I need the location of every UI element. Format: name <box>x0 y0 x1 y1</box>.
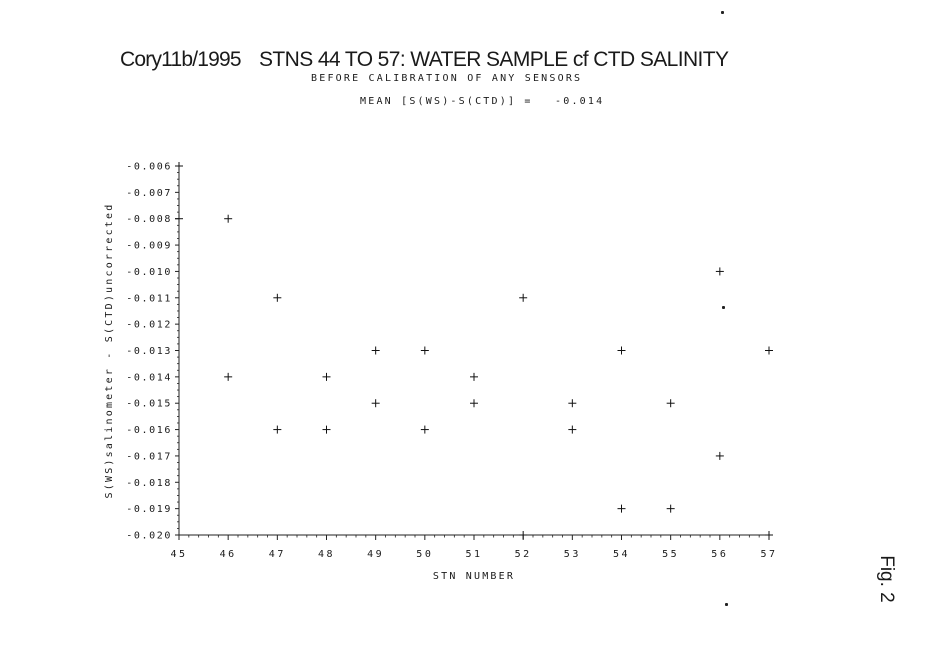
y-tick-label: -0.018 <box>126 478 172 489</box>
data-point <box>420 425 429 434</box>
x-tick-label: 53 <box>564 549 581 560</box>
data-point <box>765 531 773 539</box>
scan-speck <box>725 603 728 606</box>
y-tick-label: -0.006 <box>126 162 172 173</box>
data-point <box>420 346 429 355</box>
data-point <box>322 425 331 434</box>
data-point <box>519 293 528 302</box>
mean-value: -0.014 <box>555 96 605 107</box>
y-tick-label: -0.008 <box>126 214 172 225</box>
data-point <box>666 399 675 408</box>
data-point <box>175 214 183 223</box>
x-tick-label: 50 <box>416 549 433 560</box>
data-point <box>617 346 626 355</box>
y-tick-label: -0.019 <box>126 504 172 515</box>
x-tick-label: 52 <box>515 549 532 560</box>
x-tick-label: 47 <box>269 549 286 560</box>
data-point <box>470 399 478 408</box>
y-tick-label: -0.011 <box>126 293 172 304</box>
x-tick-label: 49 <box>367 549 384 560</box>
data-point <box>371 346 380 355</box>
scan-speck <box>722 306 725 309</box>
y-tick-label: -0.015 <box>126 399 172 410</box>
x-tick-label: 56 <box>711 549 728 560</box>
x-tick-label: 55 <box>662 549 679 560</box>
y-tick-label: -0.007 <box>126 188 172 199</box>
x-tick-label: 54 <box>613 549 630 560</box>
data-point <box>175 162 183 170</box>
y-axis-label: S(WS)salinometer - S(CTD)uncorrected <box>104 203 115 499</box>
data-point <box>568 425 577 434</box>
mean-label: MEAN [S(WS)-S(CTD)] = <box>360 96 533 107</box>
y-tick-label: -0.012 <box>126 320 172 331</box>
chart-subtitle: BEFORE CALIBRATION OF ANY SENSORS <box>311 73 583 84</box>
y-tick-label: -0.013 <box>126 346 172 357</box>
data-point <box>224 214 233 223</box>
data-point <box>322 372 331 381</box>
data-point <box>617 504 626 513</box>
data-point <box>568 399 577 408</box>
y-tick-label: -0.017 <box>126 451 172 462</box>
x-tick-label: 46 <box>220 549 237 560</box>
chart-title: STNS 44 TO 57: WATER SAMPLE cf CTD SALIN… <box>259 48 729 71</box>
data-point <box>519 531 528 539</box>
title-prefix: Cory11b/1995 <box>120 48 242 71</box>
data-point <box>666 504 675 513</box>
x-tick-label: 45 <box>170 549 187 560</box>
y-tick-label: -0.009 <box>126 241 172 252</box>
x-tick-label: 48 <box>318 549 335 560</box>
data-point <box>715 451 724 460</box>
scan-speck <box>721 11 724 14</box>
data-point <box>224 372 233 381</box>
y-tick-label: -0.014 <box>126 372 172 383</box>
y-tick-label: -0.020 <box>126 531 172 542</box>
data-point <box>765 346 773 355</box>
data-point <box>273 293 282 302</box>
data-point <box>273 425 282 434</box>
y-tick-label: -0.010 <box>126 267 172 278</box>
data-point <box>371 399 380 408</box>
x-tick-label: 57 <box>760 549 777 560</box>
data-point <box>470 372 478 381</box>
x-axis-label: STN NUMBER <box>433 571 515 582</box>
data-point <box>715 267 724 276</box>
x-tick-label: 51 <box>465 549 482 560</box>
y-tick-label: -0.016 <box>126 425 172 436</box>
